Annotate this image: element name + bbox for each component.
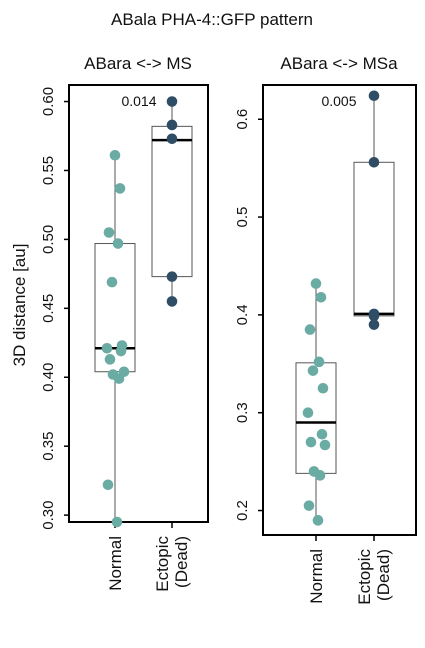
panel-abara-ms: ABara <-> MS 0.30 0.35 0.40 0.45 0.50 0.55 0.60… [40,54,209,592]
data-point [319,439,331,451]
y-tick-label: 0.55 [40,156,57,185]
y-tick-label: 0.40 [40,363,57,392]
y-tick-label: 0.2 [234,500,251,521]
data-point [114,183,126,194]
data-point [313,356,325,368]
panel-title: ABara <-> MS [84,54,192,73]
data-point [368,310,380,322]
x-tick-label: Ectopic(Dead) [153,536,191,592]
x-tick-label: Normal [106,536,125,591]
data-point [302,407,314,419]
y-tick-label: 0.60 [40,87,57,116]
data-point [368,156,380,168]
data-point [305,436,317,448]
x-tick-label-line: (Dead) [172,536,191,588]
x-tick-label: Ectopic(Dead) [355,549,393,605]
data-point [368,319,380,330]
box-iqr [151,125,193,278]
data-point [166,271,178,282]
box-iqr [295,362,337,474]
y-tick-label: 0.35 [40,432,57,461]
panel-frame [262,84,417,536]
data-point [104,354,116,365]
x-tick-label: Normal [307,549,326,604]
panel-frame [68,84,209,523]
data-point [113,373,125,384]
p-value-annotation: 0.005 [321,93,356,109]
y-tick-label: 0.4 [234,304,251,325]
data-point [304,324,316,335]
data-point [102,479,114,491]
x-tick-label-line: Ectopic [153,536,172,592]
y-tick-label: 0.6 [234,109,251,130]
data-point [312,515,324,526]
y-axis-label: 3D distance [au] [10,244,29,367]
box-iqr [94,243,136,373]
data-point [166,296,178,307]
data-point [317,382,329,394]
panel-title: ABara <-> MSa [280,54,398,73]
y-tick-label: 0.50 [40,225,57,254]
figure-title: ABala PHA-4::GFP pattern [111,10,313,29]
data-point [109,150,121,161]
data-point [310,278,322,289]
y-tick-label: 0.3 [234,402,251,423]
data-point [166,119,178,131]
data-point [316,428,328,440]
data-point [307,365,319,376]
p-value-annotation: 0.014 [121,93,156,109]
data-point [314,470,326,481]
data-point [166,133,178,145]
data-point [315,291,327,303]
panel-abara-msa: ABara <-> MSa 0.2 0.3 0.4 0.5 0.6 Normal Ectopi… [234,54,417,605]
data-point [106,276,118,288]
data-point [111,516,123,528]
data-point [303,500,315,511]
box-iqr [353,161,395,317]
data-point [103,227,115,238]
x-tick-label-line: Ectopic [355,549,374,605]
y-tick-label: 0.30 [40,501,57,530]
data-point [112,238,124,249]
y-tick-label: 0.5 [234,207,251,228]
y-tick-label: 0.45 [40,294,57,323]
data-point [166,96,178,107]
data-point [115,345,127,357]
x-tick-label-line: (Dead) [374,549,393,601]
data-point [368,90,380,102]
data-point [101,343,113,354]
